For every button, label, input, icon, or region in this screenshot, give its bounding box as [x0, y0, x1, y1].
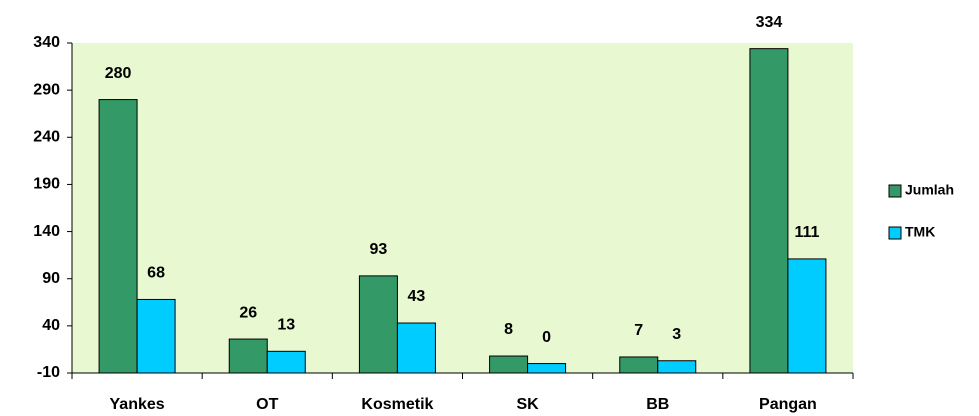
data-label: 280: [105, 65, 132, 82]
x-tick-label: OT: [256, 396, 278, 413]
y-tick-label: 340: [33, 34, 60, 51]
data-label: 7: [634, 322, 643, 339]
data-label: 93: [370, 241, 388, 258]
legend-swatch: [888, 184, 902, 198]
legend-swatch: [888, 226, 902, 240]
data-label: 3: [672, 326, 681, 343]
bar: [619, 356, 659, 374]
bar: [527, 363, 567, 374]
x-tick-label: Yankes: [110, 396, 165, 413]
data-label: 8: [504, 321, 513, 338]
data-label: 334: [756, 14, 783, 31]
y-tick-label: -10: [37, 364, 60, 381]
bar: [489, 355, 529, 374]
x-tick-label: BB: [646, 396, 669, 413]
y-tick-label: 240: [33, 129, 60, 146]
y-tick-label: 90: [42, 270, 60, 287]
bar: [787, 258, 827, 374]
x-tick-label: Kosmetik: [361, 396, 433, 413]
data-label: 26: [239, 304, 257, 321]
y-tick-label: 190: [33, 176, 60, 193]
bar: [98, 99, 138, 374]
bar: [657, 360, 697, 374]
y-tick-label: 140: [33, 223, 60, 240]
y-tick-label: 290: [33, 81, 60, 98]
legend-label: Jumlah: [905, 182, 954, 198]
bar: [396, 322, 436, 374]
data-label: 13: [277, 317, 295, 334]
bar: [228, 338, 268, 374]
x-tick-label: Pangan: [759, 396, 817, 413]
data-label: 68: [147, 265, 165, 282]
x-tick-label: SK: [516, 396, 539, 413]
data-label: 111: [794, 224, 819, 241]
y-tick-label: 40: [42, 317, 60, 334]
legend-label: TMK: [905, 224, 935, 240]
bar: [136, 298, 176, 374]
bar: [749, 48, 789, 374]
bar: [266, 350, 306, 374]
data-label: 43: [408, 288, 426, 305]
bar: [358, 275, 398, 374]
data-label: 0: [542, 329, 551, 346]
plot-area: [72, 43, 853, 373]
